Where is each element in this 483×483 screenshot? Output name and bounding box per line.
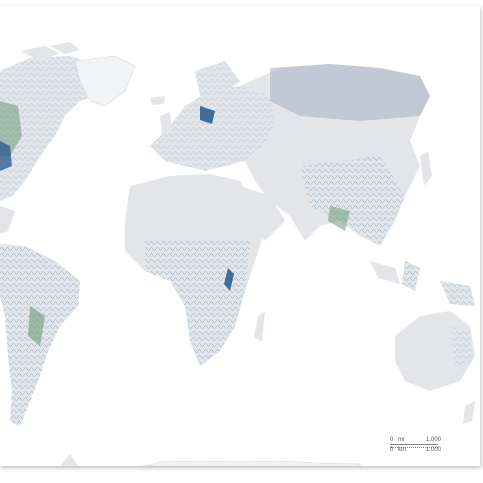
north-america [0, 42, 136, 201]
scale-miles: 0 mi 1,000 [390, 436, 460, 448]
scale-km-unit: km [398, 447, 406, 453]
scale-miles-zero: 0 [390, 437, 394, 443]
scale-miles-bar [390, 444, 438, 448]
antarctica [59, 454, 361, 466]
scale-miles-unit: mi [398, 437, 405, 443]
africa [125, 174, 265, 366]
world-map[interactable] [0, 6, 480, 466]
scale-km: 0 km 1,000 [390, 446, 460, 456]
world-map-panel[interactable]: 0 mi 1,000 0 km 1,000 [0, 6, 480, 466]
south-america [0, 206, 80, 426]
europe [150, 61, 275, 171]
scale-km-zero: 0 [390, 447, 394, 453]
scale-km-max: 1,000 [426, 447, 442, 453]
australia [395, 311, 475, 424]
asia [240, 64, 475, 306]
scale-miles-max: 1,000 [426, 437, 442, 443]
scale-bar: 0 mi 1,000 0 km 1,000 [390, 436, 460, 466]
